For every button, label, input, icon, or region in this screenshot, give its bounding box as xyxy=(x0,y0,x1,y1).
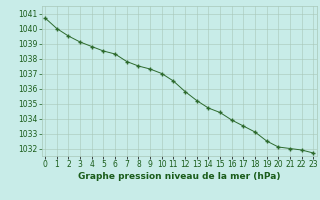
X-axis label: Graphe pression niveau de la mer (hPa): Graphe pression niveau de la mer (hPa) xyxy=(78,172,280,181)
